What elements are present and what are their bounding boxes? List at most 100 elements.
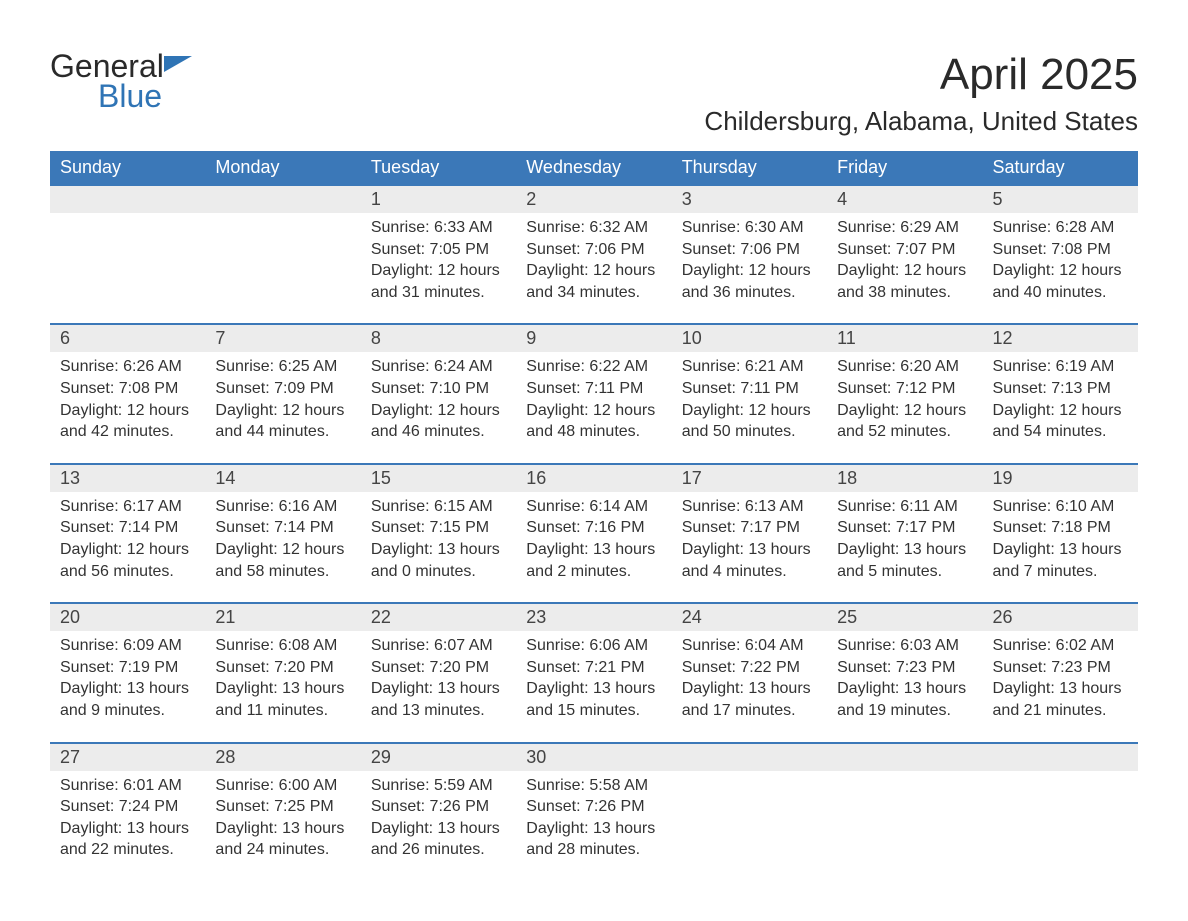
day-number-cell: 15	[361, 464, 516, 492]
day-number-cell: 23	[516, 603, 671, 631]
sunset-text: Sunset: 7:26 PM	[526, 796, 661, 818]
sunset-text: Sunset: 7:19 PM	[60, 657, 195, 679]
weekday-header-row: SundayMondayTuesdayWednesdayThursdayFrid…	[50, 151, 1138, 185]
day-number-cell: 7	[205, 324, 360, 352]
day-details-cell: Sunrise: 6:03 AMSunset: 7:23 PMDaylight:…	[827, 631, 982, 742]
day-details-cell	[205, 213, 360, 324]
daylight-text: Daylight: 12 hours and 54 minutes.	[993, 400, 1128, 443]
weekday-header: Sunday	[50, 151, 205, 185]
sunset-text: Sunset: 7:16 PM	[526, 517, 661, 539]
day-details-cell: Sunrise: 6:33 AMSunset: 7:05 PMDaylight:…	[361, 213, 516, 324]
daylight-text: Daylight: 12 hours and 48 minutes.	[526, 400, 661, 443]
daylight-text: Daylight: 13 hours and 19 minutes.	[837, 678, 972, 721]
daylight-text: Daylight: 12 hours and 50 minutes.	[682, 400, 817, 443]
day-details-cell: Sunrise: 6:30 AMSunset: 7:06 PMDaylight:…	[672, 213, 827, 324]
daylight-text: Daylight: 12 hours and 56 minutes.	[60, 539, 195, 582]
day-number-cell: 16	[516, 464, 671, 492]
daylight-text: Daylight: 12 hours and 38 minutes.	[837, 260, 972, 303]
day-number-cell	[50, 185, 205, 213]
daylight-text: Daylight: 12 hours and 31 minutes.	[371, 260, 506, 303]
sunrise-text: Sunrise: 6:06 AM	[526, 635, 661, 657]
sunrise-text: Sunrise: 5:58 AM	[526, 775, 661, 797]
sunrise-text: Sunrise: 6:32 AM	[526, 217, 661, 239]
daylight-text: Daylight: 13 hours and 22 minutes.	[60, 818, 195, 861]
sunset-text: Sunset: 7:14 PM	[60, 517, 195, 539]
weekday-header: Thursday	[672, 151, 827, 185]
sunset-text: Sunset: 7:23 PM	[837, 657, 972, 679]
day-details-cell: Sunrise: 6:15 AMSunset: 7:15 PMDaylight:…	[361, 492, 516, 603]
sunrise-text: Sunrise: 6:08 AM	[215, 635, 350, 657]
daylight-text: Daylight: 13 hours and 15 minutes.	[526, 678, 661, 721]
sunrise-text: Sunrise: 6:13 AM	[682, 496, 817, 518]
day-details-cell: Sunrise: 6:25 AMSunset: 7:09 PMDaylight:…	[205, 352, 360, 463]
sunrise-text: Sunrise: 6:29 AM	[837, 217, 972, 239]
day-details-cell: Sunrise: 5:59 AMSunset: 7:26 PMDaylight:…	[361, 771, 516, 881]
day-number-cell	[672, 743, 827, 771]
day-details-cell: Sunrise: 6:11 AMSunset: 7:17 PMDaylight:…	[827, 492, 982, 603]
sunset-text: Sunset: 7:20 PM	[371, 657, 506, 679]
day-number-cell: 13	[50, 464, 205, 492]
day-number-cell: 5	[983, 185, 1138, 213]
sunset-text: Sunset: 7:12 PM	[837, 378, 972, 400]
daylight-text: Daylight: 13 hours and 9 minutes.	[60, 678, 195, 721]
day-details-cell: Sunrise: 6:16 AMSunset: 7:14 PMDaylight:…	[205, 492, 360, 603]
day-details-cell: Sunrise: 6:13 AMSunset: 7:17 PMDaylight:…	[672, 492, 827, 603]
day-details-cell: Sunrise: 6:07 AMSunset: 7:20 PMDaylight:…	[361, 631, 516, 742]
weekday-header: Tuesday	[361, 151, 516, 185]
sunrise-text: Sunrise: 6:26 AM	[60, 356, 195, 378]
weekday-header: Wednesday	[516, 151, 671, 185]
sunset-text: Sunset: 7:09 PM	[215, 378, 350, 400]
sunrise-text: Sunrise: 6:30 AM	[682, 217, 817, 239]
daylight-text: Daylight: 13 hours and 28 minutes.	[526, 818, 661, 861]
sunset-text: Sunset: 7:23 PM	[993, 657, 1128, 679]
daylight-text: Daylight: 13 hours and 21 minutes.	[993, 678, 1128, 721]
day-details-cell: Sunrise: 6:19 AMSunset: 7:13 PMDaylight:…	[983, 352, 1138, 463]
sunrise-text: Sunrise: 6:07 AM	[371, 635, 506, 657]
sunrise-text: Sunrise: 6:22 AM	[526, 356, 661, 378]
sunset-text: Sunset: 7:05 PM	[371, 239, 506, 261]
sunset-text: Sunset: 7:20 PM	[215, 657, 350, 679]
day-details-cell: Sunrise: 6:17 AMSunset: 7:14 PMDaylight:…	[50, 492, 205, 603]
day-details-row: Sunrise: 6:26 AMSunset: 7:08 PM Daylight:…	[50, 352, 1138, 463]
sunrise-text: Sunrise: 6:01 AM	[60, 775, 195, 797]
day-number-cell: 6	[50, 324, 205, 352]
title-block: April 2025 Childersburg, Alabama, United…	[704, 50, 1138, 147]
day-number-cell: 1	[361, 185, 516, 213]
sunset-text: Sunset: 7:22 PM	[682, 657, 817, 679]
day-number-row: 27282930	[50, 743, 1138, 771]
sunset-text: Sunset: 7:06 PM	[682, 239, 817, 261]
day-details-cell: Sunrise: 6:06 AMSunset: 7:21 PMDaylight:…	[516, 631, 671, 742]
daylight-text: Daylight: 13 hours and 2 minutes.	[526, 539, 661, 582]
day-details-cell: Sunrise: 6:29 AMSunset: 7:07 PMDaylight:…	[827, 213, 982, 324]
day-number-cell: 22	[361, 603, 516, 631]
sunset-text: Sunset: 7:11 PM	[682, 378, 817, 400]
day-number-row: 20212223242526	[50, 603, 1138, 631]
day-details-cell: Sunrise: 6:28 AMSunset: 7:08 PMDaylight:…	[983, 213, 1138, 324]
day-details-cell: Sunrise: 6:20 AMSunset: 7:12 PMDaylight:…	[827, 352, 982, 463]
weekday-header: Saturday	[983, 151, 1138, 185]
day-details-cell: Sunrise: 6:22 AMSunset: 7:11 PMDaylight:…	[516, 352, 671, 463]
day-details-cell: Sunrise: 6:08 AMSunset: 7:20 PMDaylight:…	[205, 631, 360, 742]
brand-text: General Blue	[50, 50, 164, 113]
daylight-text: Daylight: 13 hours and 11 minutes.	[215, 678, 350, 721]
daylight-text: Daylight: 12 hours and 36 minutes.	[682, 260, 817, 303]
daylight-text: Daylight: 13 hours and 5 minutes.	[837, 539, 972, 582]
sunset-text: Sunset: 7:25 PM	[215, 796, 350, 818]
day-details-cell: Sunrise: 6:02 AMSunset: 7:23 PMDaylight:…	[983, 631, 1138, 742]
sunset-text: Sunset: 7:10 PM	[371, 378, 506, 400]
sunset-text: Sunset: 7:13 PM	[993, 378, 1128, 400]
sunset-text: Sunset: 7:08 PM	[60, 378, 195, 400]
sunrise-text: Sunrise: 6:25 AM	[215, 356, 350, 378]
sunset-text: Sunset: 7:08 PM	[993, 239, 1128, 261]
sunrise-text: Sunrise: 6:14 AM	[526, 496, 661, 518]
sunrise-text: Sunrise: 6:19 AM	[993, 356, 1128, 378]
day-number-cell: 20	[50, 603, 205, 631]
sunrise-text: Sunrise: 6:24 AM	[371, 356, 506, 378]
sunrise-text: Sunrise: 6:20 AM	[837, 356, 972, 378]
day-number-cell: 2	[516, 185, 671, 213]
day-details-cell	[827, 771, 982, 881]
sunrise-text: Sunrise: 6:03 AM	[837, 635, 972, 657]
day-number-cell: 11	[827, 324, 982, 352]
day-details-row: Sunrise: 6:09 AMSunset: 7:19 PMDaylight:…	[50, 631, 1138, 742]
daylight-text: Daylight: 12 hours and 44 minutes.	[215, 400, 350, 443]
